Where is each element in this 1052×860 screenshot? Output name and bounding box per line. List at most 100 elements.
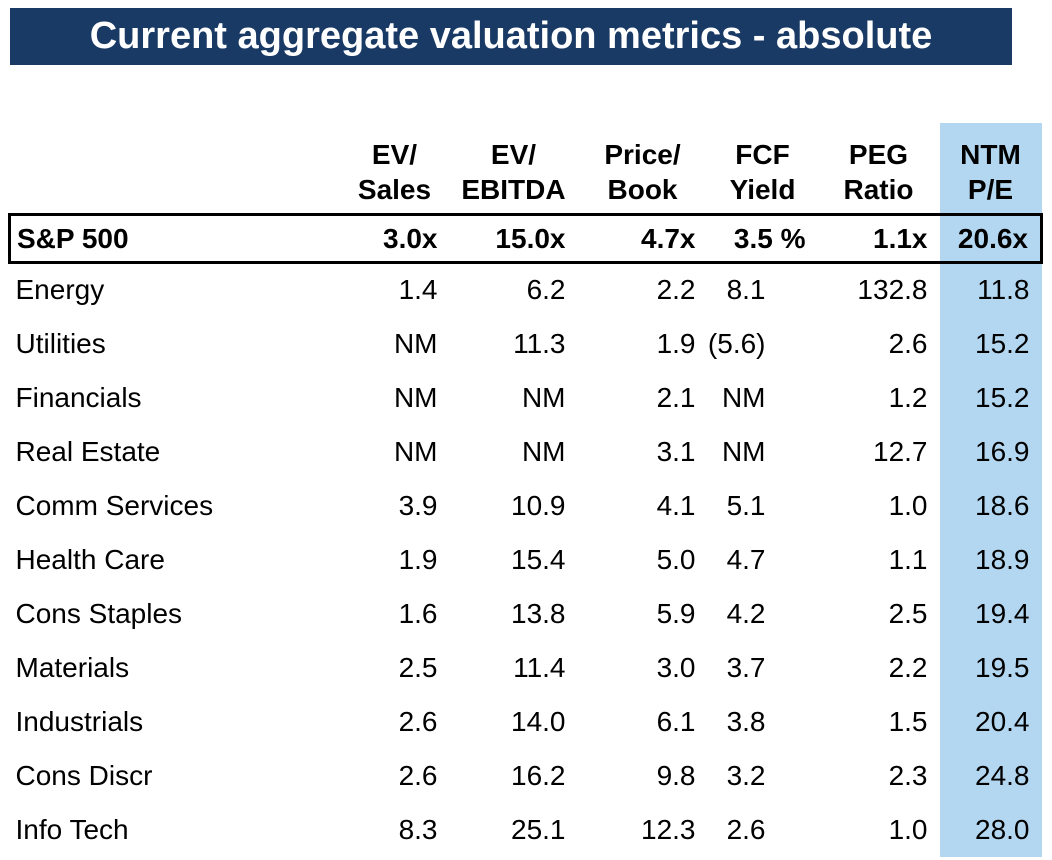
metric-value-ntm: 19.4: [939, 586, 1042, 641]
metric-value: 25.1: [511, 813, 566, 845]
metric-value: 9.8: [656, 759, 696, 791]
metric-value: NM: [393, 327, 438, 359]
metric-value: 3.9: [398, 489, 438, 521]
metric-value: 3.0x: [339, 213, 450, 264]
row-label: Real Estate: [15, 435, 161, 467]
metric-value: 2.5: [398, 651, 438, 683]
metric-value: 4.2: [726, 597, 766, 629]
column-header-line: Sales: [357, 174, 432, 205]
header-row: EV/ Sales EV/ EBITDA Price/ Book FCF Yie…: [10, 123, 1042, 215]
metric-value: 2.6: [398, 759, 438, 791]
metric-value: 2.6: [888, 327, 928, 359]
column-header-line: Price/: [604, 139, 681, 170]
table-row: Materials 2.5 11.4 3.0 3.7 2.2 19.5: [10, 640, 1042, 695]
metric-value: 1.0: [888, 813, 928, 845]
metric-value: 3.5 %: [707, 213, 818, 264]
table-row: Energy 1.4 6.2 2.2 8.1 132.8 11.8: [10, 262, 1042, 317]
metric-value: NM: [521, 435, 566, 467]
metric-value: 132.8: [857, 274, 928, 306]
metric-value-ntm: 18.9: [939, 532, 1042, 587]
metric-value-ntm: 24.8: [939, 748, 1042, 803]
metric-value: 5.9: [656, 597, 696, 629]
metric-value: 5.0: [656, 543, 696, 575]
column-header-price-book: Price/ Book: [578, 123, 708, 215]
column-header-line: Ratio: [843, 174, 914, 205]
metric-value: NM: [721, 381, 766, 413]
row-label: Cons Discr: [15, 759, 153, 791]
table-row: Health Care 1.9 15.4 5.0 4.7 1.1 18.9: [10, 532, 1042, 587]
metric-value: 10.9: [511, 489, 566, 521]
row-label: Info Tech: [15, 813, 129, 845]
metric-value: 6.1: [656, 705, 696, 737]
metric-value: 16.2: [511, 759, 566, 791]
row-label: Materials: [15, 651, 130, 683]
metric-value: 15.0x: [449, 213, 578, 264]
metric-value: 3.1: [656, 435, 696, 467]
metric-value: (5.6): [707, 327, 766, 359]
metric-value: 14.0: [511, 705, 566, 737]
metric-value: 6.2: [526, 274, 566, 306]
metric-value: 2.2: [656, 274, 696, 306]
column-header-line: EV/: [490, 139, 537, 170]
column-header-ntm-pe: NTM P/E: [939, 123, 1042, 215]
metric-value: 3.7: [726, 651, 766, 683]
metric-value: 1.9: [398, 543, 438, 575]
row-label: Financials: [15, 381, 142, 413]
metric-value: 1.1: [888, 543, 928, 575]
row-label: Cons Staples: [15, 597, 183, 629]
column-header-line: FCF: [735, 139, 790, 170]
column-header-line: P/E: [967, 174, 1014, 205]
metric-value: 2.6: [726, 813, 766, 845]
metric-value: 13.8: [511, 597, 566, 629]
metric-value: NM: [393, 381, 438, 413]
metric-value-ntm: 11.8: [939, 262, 1042, 317]
metric-value: 2.3: [888, 759, 928, 791]
row-label: Utilities: [15, 327, 106, 359]
column-header-peg-ratio: PEG Ratio: [818, 123, 940, 215]
metric-value-ntm: 20.6x: [939, 213, 1043, 264]
metric-value: 3.8: [726, 705, 766, 737]
table-row: Industrials 2.6 14.0 6.1 3.8 1.5 20.4: [10, 694, 1042, 749]
metric-value: 1.6: [398, 597, 438, 629]
metric-value-ntm: 16.9: [939, 424, 1042, 479]
column-header-line: NTM: [960, 139, 1021, 170]
column-header-line: Book: [607, 174, 678, 205]
metric-value: 1.5: [888, 705, 928, 737]
metric-value: 11.4: [513, 651, 566, 683]
metric-value-ntm: 15.2: [939, 370, 1042, 425]
metric-value: 3.0: [656, 651, 696, 683]
metric-value: 2.2: [888, 651, 928, 683]
metric-value: 4.7x: [577, 213, 708, 264]
column-header-ev-ebitda: EV/ EBITDA: [450, 123, 578, 215]
metric-value-ntm: 18.6: [939, 478, 1042, 533]
table-row: Cons Staples 1.6 13.8 5.9 4.2 2.5 19.4: [10, 586, 1042, 641]
metric-value: 8.1: [726, 274, 766, 306]
table-row: Info Tech 8.3 25.1 12.3 2.6 1.0 28.0: [10, 802, 1042, 857]
row-label-header: [10, 123, 340, 215]
metric-value: NM: [721, 435, 766, 467]
metric-value: 1.4: [398, 274, 438, 306]
metric-value: 4.7: [726, 543, 766, 575]
metric-value: NM: [393, 435, 438, 467]
metric-value: 1.0: [888, 489, 928, 521]
row-label: Industrials: [15, 705, 144, 737]
metric-value: 12.7: [873, 435, 928, 467]
metric-value: 1.1x: [817, 213, 940, 264]
table-row: Real Estate NM NM 3.1 NM 12.7 16.9: [10, 424, 1042, 479]
metric-value: 5.1: [726, 489, 766, 521]
row-label: Health Care: [15, 543, 165, 575]
row-label: S&P 500: [8, 213, 340, 264]
column-header-line: EV/: [371, 139, 418, 170]
metric-value-ntm: 15.2: [939, 316, 1042, 371]
valuation-metrics-table: EV/ Sales EV/ EBITDA Price/ Book FCF Yie…: [8, 123, 1043, 857]
title-bar: Current aggregate valuation metrics - ab…: [10, 8, 1012, 65]
page-title: Current aggregate valuation metrics - ab…: [89, 15, 933, 57]
metric-value: 11.3: [513, 327, 566, 359]
metric-value: 2.5: [888, 597, 928, 629]
column-header-line: PEG: [848, 139, 909, 170]
table-row: Comm Services 3.9 10.9 4.1 5.1 1.0 18.6: [10, 478, 1042, 533]
table-row: Utilities NM 11.3 1.9 (5.6) 2.6 15.2: [10, 316, 1042, 371]
metric-value: 12.3: [641, 813, 696, 845]
row-label: Energy: [15, 274, 105, 306]
